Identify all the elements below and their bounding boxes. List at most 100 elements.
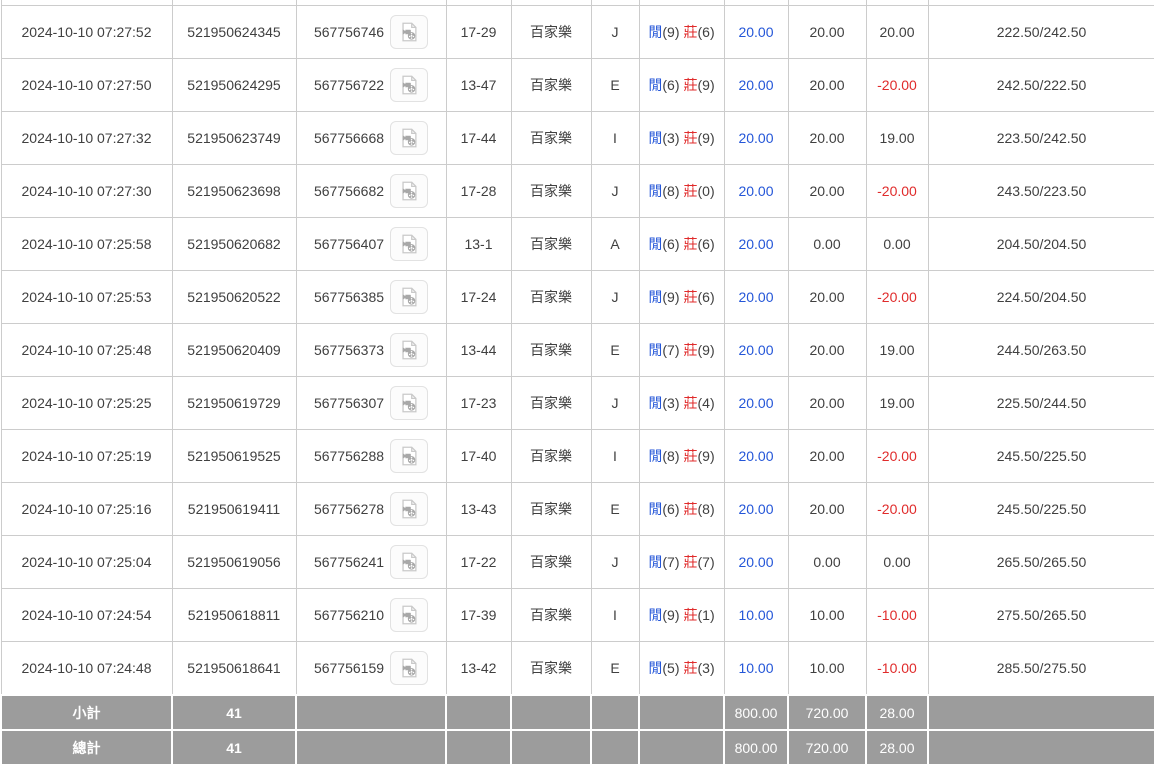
cell-bet-id: 521950620409 [171, 323, 297, 377]
bet-amount-link[interactable]: 20.00 [738, 130, 774, 146]
cell-table-round: 13-43 [445, 482, 512, 536]
cell-bet-id: 521950623698 [171, 164, 297, 218]
video-replay-button[interactable] [390, 280, 429, 314]
cell-bet-time: 2024-10-10 07:27:50 [0, 58, 173, 112]
cell-round-id: 567756288 [295, 429, 447, 483]
video-replay-icon [398, 233, 420, 255]
bet-history-row: 2024-10-10 07:25:16 521950619411 5677562… [0, 482, 1154, 536]
video-replay-button[interactable] [390, 174, 429, 208]
cell-valid-bet: 10.00 [787, 588, 867, 642]
player-score: (9) [662, 289, 680, 305]
cell-valid-bet: 20.00 [787, 164, 867, 218]
cell-bet-amount: 20.00 [723, 58, 789, 112]
player-score: (9) [662, 607, 680, 623]
cell-result-letter: E [590, 323, 640, 377]
cell-balance: 245.50/225.50 [927, 429, 1154, 483]
cell-bet-amount: 20.00 [723, 535, 789, 589]
bet-amount-link[interactable]: 20.00 [738, 183, 774, 199]
bet-amount-link[interactable]: 20.00 [738, 236, 774, 252]
cell-win-loss: 0.00 [865, 535, 929, 589]
player-result-label: 閒 [648, 342, 663, 358]
video-replay-button[interactable] [390, 439, 429, 473]
banker-result-label: 莊 [683, 501, 698, 517]
cell-round-id: 567756746 [295, 5, 447, 59]
cell-valid-bet: 0.00 [787, 217, 867, 271]
bet-amount-link[interactable]: 20.00 [738, 289, 774, 305]
player-result-label: 閒 [648, 501, 663, 517]
bet-amount-link[interactable]: 10.00 [738, 607, 774, 623]
cell-valid-bet: 20.00 [787, 429, 867, 483]
bet-amount-link[interactable]: 10.00 [738, 660, 774, 676]
video-replay-icon [398, 180, 420, 202]
round-id-text: 567756746 [313, 24, 385, 40]
cell-game-name: 百家樂 [510, 111, 592, 165]
banker-result-label: 莊 [683, 607, 698, 623]
cell-balance: 275.50/265.50 [927, 588, 1154, 642]
video-replay-button[interactable] [390, 545, 429, 579]
cell-round-id: 567756210 [295, 588, 447, 642]
cell-result-letter: I [590, 429, 640, 483]
cell-result-letter: I [590, 588, 640, 642]
cell-bet-time: 2024-10-10 07:25:48 [0, 323, 173, 377]
summary-label: 小計 [0, 694, 173, 731]
cell-win-loss: -20.00 [865, 270, 929, 324]
cell-round-id: 567756373 [295, 323, 447, 377]
cell-round-id: 567756307 [295, 376, 447, 430]
video-replay-button[interactable] [390, 68, 429, 102]
bet-history-row: 2024-10-10 07:25:04 521950619056 5677562… [0, 535, 1154, 589]
video-replay-button[interactable] [390, 121, 429, 155]
video-replay-button[interactable] [390, 15, 429, 49]
cell-round-id: 567756722 [295, 58, 447, 112]
bet-amount-link[interactable]: 20.00 [738, 24, 774, 40]
bet-amount-link[interactable]: 20.00 [738, 501, 774, 517]
cell-bet-amount: 20.00 [723, 482, 789, 536]
cell-balance: 245.50/225.50 [927, 482, 1154, 536]
bet-amount-link[interactable]: 20.00 [738, 554, 774, 570]
round-id-text: 567756682 [313, 183, 385, 199]
cell-round-id: 567756159 [295, 641, 447, 696]
cell-bet-amount: 20.00 [723, 270, 789, 324]
bet-amount-link[interactable]: 20.00 [738, 395, 774, 411]
cell-win-loss: 19.00 [865, 376, 929, 430]
cell-balance: 244.50/263.50 [927, 323, 1154, 377]
cell-valid-bet: 20.00 [787, 482, 867, 536]
banker-result-label: 莊 [683, 183, 698, 199]
summary-row: 小計 41 800.00 720.00 28.00 [0, 694, 1154, 731]
player-score: (3) [662, 130, 680, 146]
video-replay-button[interactable] [390, 598, 429, 632]
cell-bet-time: 2024-10-10 07:24:48 [0, 641, 173, 696]
player-score: (8) [662, 448, 680, 464]
bet-amount-link[interactable]: 20.00 [738, 448, 774, 464]
round-id-text: 567756278 [313, 501, 385, 517]
video-replay-button[interactable] [390, 386, 429, 420]
player-result-label: 閒 [648, 183, 663, 199]
cell-bet-time: 2024-10-10 07:25:16 [0, 482, 173, 536]
bet-amount-link[interactable]: 20.00 [738, 77, 774, 93]
cell-balance: 242.50/222.50 [927, 58, 1154, 112]
bet-amount-link[interactable]: 20.00 [738, 342, 774, 358]
bet-history-row: 2024-10-10 07:27:50 521950624295 5677567… [0, 58, 1154, 112]
bet-history-row: 2024-10-10 07:25:58 521950620682 5677564… [0, 217, 1154, 271]
banker-score: (9) [697, 448, 715, 464]
cell-game-name: 百家樂 [510, 270, 592, 324]
cell-game-result: 閒(6) 莊(6) [638, 217, 725, 271]
video-replay-button[interactable] [390, 651, 429, 685]
cell-game-result: 閒(3) 莊(4) [638, 376, 725, 430]
cell-win-loss: 0.00 [865, 217, 929, 271]
banker-result-label: 莊 [683, 289, 698, 305]
player-score: (7) [662, 342, 680, 358]
video-replay-icon [398, 604, 420, 626]
video-replay-button[interactable] [390, 333, 429, 367]
video-replay-button[interactable] [390, 227, 429, 261]
player-result-label: 閒 [648, 660, 663, 676]
video-replay-button[interactable] [390, 492, 429, 526]
player-result-label: 閒 [648, 395, 663, 411]
cell-bet-amount: 20.00 [723, 429, 789, 483]
cell-bet-amount: 20.00 [723, 323, 789, 377]
cell-balance: 222.50/242.50 [927, 5, 1154, 59]
video-replay-icon [398, 286, 420, 308]
cell-win-loss: -20.00 [865, 58, 929, 112]
cell-game-name: 百家樂 [510, 588, 592, 642]
cell-game-result: 閒(9) 莊(6) [638, 5, 725, 59]
